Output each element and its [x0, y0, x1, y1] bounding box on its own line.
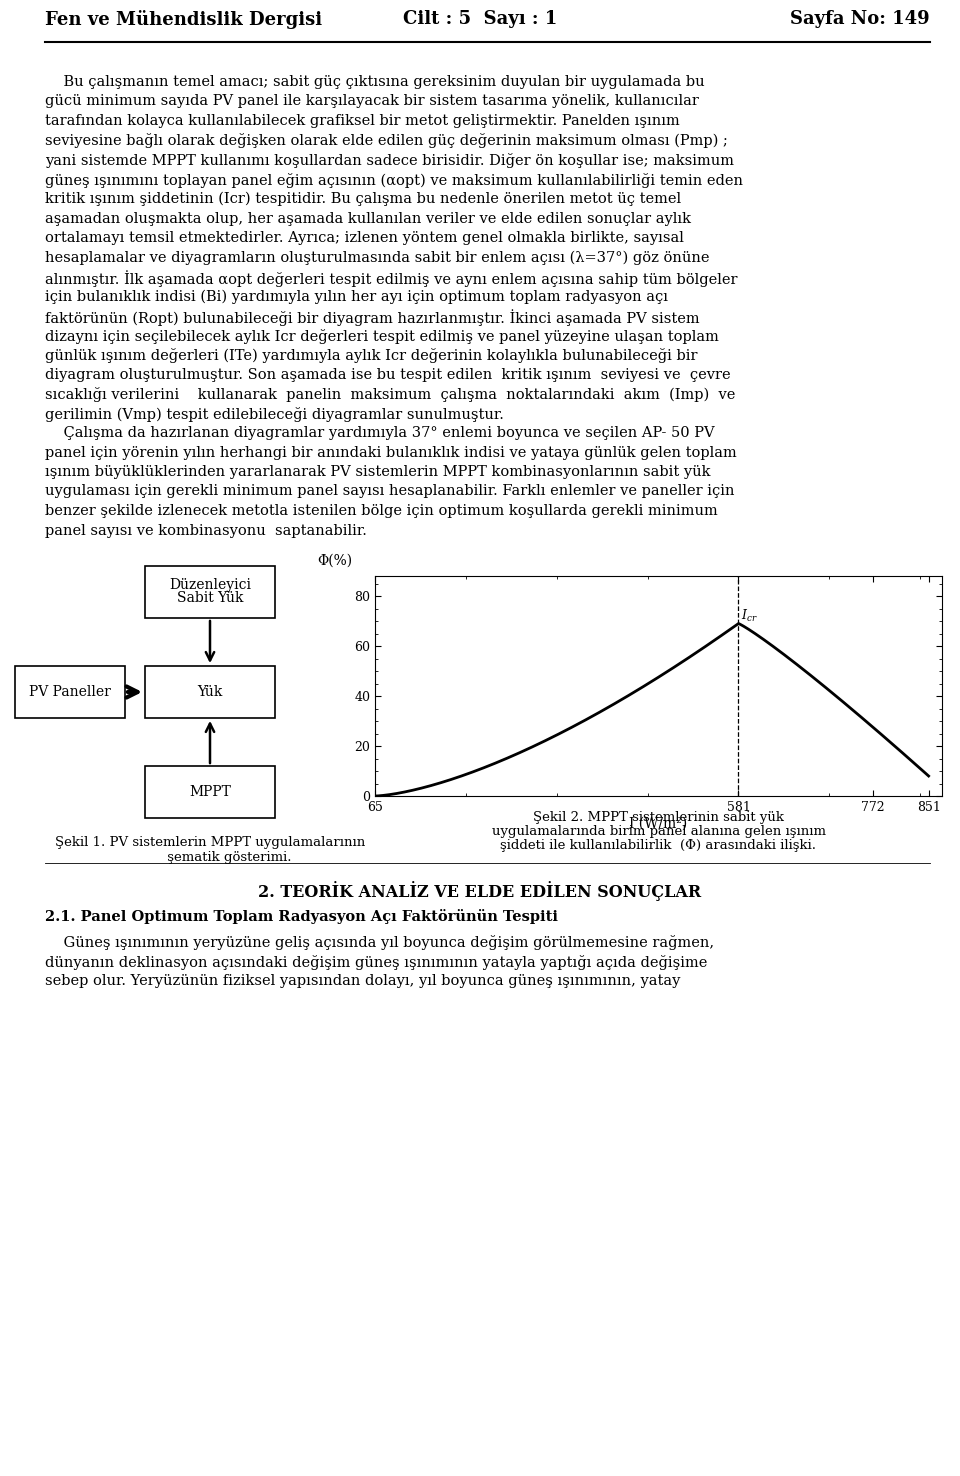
Text: Sayfa No: 149: Sayfa No: 149 — [790, 10, 930, 28]
Text: Bu çalışmanın temel amacı; sabit güç çıktısına gereksinim duyulan bir uygulamada: Bu çalışmanın temel amacı; sabit güç çık… — [45, 75, 705, 89]
Text: 2. TEORİK ANALİZ VE ELDE EDİLEN SONUÇLAR: 2. TEORİK ANALİZ VE ELDE EDİLEN SONUÇLAR — [258, 881, 702, 900]
Text: şiddeti ile kullanılabilirlik  (Φ) arasındaki ilişki.: şiddeti ile kullanılabilirlik (Φ) arasın… — [500, 838, 817, 852]
Text: seviyesine bağlı olarak değişken olarak elde edilen güç değerinin maksimum olmas: seviyesine bağlı olarak değişken olarak … — [45, 133, 728, 149]
Text: Çalışma da hazırlanan diyagramlar yardımıyla 37° enlemi boyunca ve seçilen AP- 5: Çalışma da hazırlanan diyagramlar yardım… — [45, 427, 714, 440]
Text: için bulanıklık indisi (Bi) yardımıyla yılın her ayı için optimum toplam radyasy: için bulanıklık indisi (Bi) yardımıyla y… — [45, 289, 668, 304]
Text: günlük ışınım değerleri (ITe) yardımıyla aylık Icr değerinin kolaylıkla bulunabi: günlük ışınım değerleri (ITe) yardımıyla… — [45, 348, 698, 363]
Text: diyagram oluşturulmuştur. Son aşamada ise bu tespit edilen  kritik ışınım  seviy: diyagram oluşturulmuştur. Son aşamada is… — [45, 368, 731, 381]
Text: PV Paneller: PV Paneller — [29, 685, 111, 700]
Text: benzer şekilde izlenecek metotla istenilen bölge için optimum koşullarda gerekli: benzer şekilde izlenecek metotla istenil… — [45, 503, 718, 518]
Text: şematik gösterimi.: şematik gösterimi. — [129, 852, 291, 863]
Text: 2.1. Panel Optimum Toplam Radyasyon Açı Faktörünün Tespiti: 2.1. Panel Optimum Toplam Radyasyon Açı … — [45, 909, 558, 924]
Text: $I_{cr}$: $I_{cr}$ — [740, 608, 757, 624]
Text: Şekil 1. PV sistemlerin MPPT uygulamalarının: Şekil 1. PV sistemlerin MPPT uygulamalar… — [55, 835, 365, 849]
Text: Cilt : 5  Sayı : 1: Cilt : 5 Sayı : 1 — [403, 10, 557, 28]
Bar — [145, 565, 275, 618]
Text: Güneş ışınımının yeryüzüne geliş açısında yıl boyunca değişim görülmemesine rağm: Güneş ışınımının yeryüzüne geliş açısınd… — [45, 934, 714, 951]
Bar — [145, 666, 275, 717]
X-axis label: I (W/m²): I (W/m²) — [630, 816, 687, 831]
Y-axis label: Φ(%): Φ(%) — [318, 554, 353, 567]
Text: kritik ışınım şiddetinin (Icr) tespitidir. Bu çalışma bu nedenle önerilen metot : kritik ışınım şiddetinin (Icr) tespitidi… — [45, 192, 682, 207]
Text: dizaynı için seçilebilecek aylık Icr değerleri tespit edilmiş ve panel yüzeyine : dizaynı için seçilebilecek aylık Icr değ… — [45, 329, 719, 344]
Text: gerilimin (Vmp) tespit edilebileceği diyagramlar sunulmuştur.: gerilimin (Vmp) tespit edilebileceği diy… — [45, 406, 504, 422]
Text: Şekil 2. MPPT sistemlerinin sabit yük: Şekil 2. MPPT sistemlerinin sabit yük — [533, 810, 784, 824]
Text: yani sistemde MPPT kullanımı koşullardan sadece birisidir. Diğer ön koşullar ise: yani sistemde MPPT kullanımı koşullardan… — [45, 154, 734, 168]
Text: sıcaklığı verilerini    kullanarak  panelin  maksimum  çalışma  noktalarındaki  : sıcaklığı verilerini kullanarak panelin … — [45, 387, 735, 401]
Text: Sabit Yük: Sabit Yük — [177, 592, 243, 605]
Text: MPPT: MPPT — [189, 785, 231, 799]
Text: uygulaması için gerekli minimum panel sayısı hesaplanabilir. Farklı enlemler ve : uygulaması için gerekli minimum panel sa… — [45, 484, 734, 499]
Text: gücü minimum sayıda PV panel ile karşılayacak bir sistem tasarıma yönelik, kulla: gücü minimum sayıda PV panel ile karşıla… — [45, 94, 699, 109]
Text: ortalamayı temsil etmektedirler. Ayrıca; izlenen yöntem genel olmakla birlikte, : ortalamayı temsil etmektedirler. Ayrıca;… — [45, 232, 684, 245]
Text: hesaplamalar ve diyagramların oluşturulmasında sabit bir enlem açısı (λ=37°) göz: hesaplamalar ve diyagramların oluşturulm… — [45, 251, 709, 264]
Text: sebep olur. Yeryüzünün fiziksel yapısından dolayı, yıl boyunca güneş ışınımının,: sebep olur. Yeryüzünün fiziksel yapısınd… — [45, 974, 681, 987]
Text: Düzenleyici: Düzenleyici — [169, 579, 251, 592]
Text: tarafından kolayca kullanılabilecek grafiksel bir metot geliştirmektir. Panelden: tarafından kolayca kullanılabilecek graf… — [45, 114, 680, 128]
Text: aşamadan oluşmakta olup, her aşamada kullanılan veriler ve elde edilen sonuçlar : aşamadan oluşmakta olup, her aşamada kul… — [45, 211, 691, 226]
Text: uygulamalarında birim panel alanına gelen ışınım: uygulamalarında birim panel alanına gele… — [492, 825, 826, 838]
Text: Yük: Yük — [198, 685, 223, 700]
Bar — [145, 766, 275, 818]
Text: güneş ışınımını toplayan panel eğim açısının (αopt) ve maksimum kullanılabilirli: güneş ışınımını toplayan panel eğim açıs… — [45, 173, 743, 187]
Text: alınmıştır. İlk aşamada αopt değerleri tespit edilmiş ve aynı enlem açısına sahi: alınmıştır. İlk aşamada αopt değerleri t… — [45, 270, 737, 286]
Text: faktörünün (Ropt) bulunabileceği bir diyagram hazırlanmıştır. İkinci aşamada PV : faktörünün (Ropt) bulunabileceği bir diy… — [45, 308, 700, 326]
Text: panel için yörenin yılın herhangi bir anındaki bulanıklık indisi ve yataya günlü: panel için yörenin yılın herhangi bir an… — [45, 446, 736, 459]
Bar — [15, 666, 125, 717]
Text: ışınım büyüklüklerinden yararlanarak PV sistemlerin MPPT kombinasyonlarının sabi: ışınım büyüklüklerinden yararlanarak PV … — [45, 465, 710, 480]
Text: panel sayısı ve kombinasyonu  saptanabilir.: panel sayısı ve kombinasyonu saptanabili… — [45, 524, 367, 537]
Text: dünyanın deklinasyon açısındaki değişim güneş ışınımının yatayla yaptığı açıda d: dünyanın deklinasyon açısındaki değişim … — [45, 955, 708, 970]
Text: Fen ve Mühendislik Dergisi: Fen ve Mühendislik Dergisi — [45, 10, 323, 30]
